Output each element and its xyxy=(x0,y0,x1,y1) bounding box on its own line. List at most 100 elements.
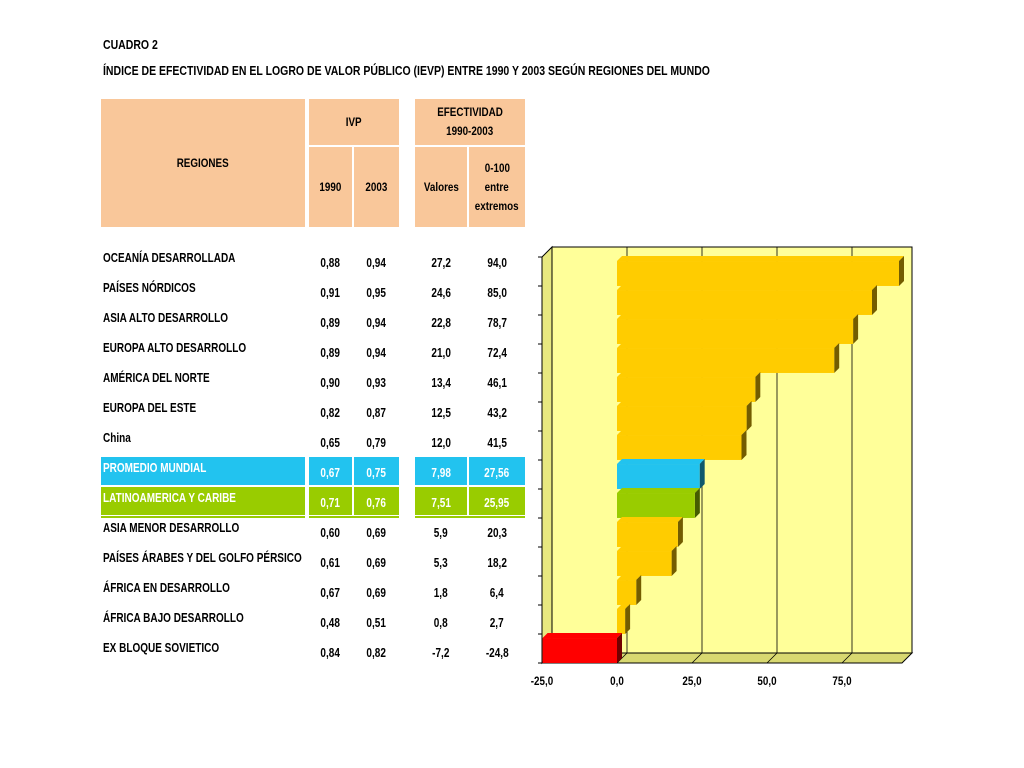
row-region-name: EUROPA ALTO DESARROLLO xyxy=(103,341,247,355)
cell-1990: 0,89 xyxy=(320,346,341,360)
cell-valor: 12,0 xyxy=(431,436,451,450)
cell-2003: 0,93 xyxy=(366,376,387,390)
cell-valor: 1,8 xyxy=(434,586,448,600)
x-tick-label: 0,0 xyxy=(610,675,624,688)
cell-2003: 0,95 xyxy=(366,286,387,300)
cell-1990: 0,67 xyxy=(320,466,341,480)
table-title: ÍNDICE DE EFECTIVIDAD EN EL LOGRO DE VAL… xyxy=(103,64,710,78)
row-underline xyxy=(101,516,305,518)
cell-2003: 0,75 xyxy=(366,466,387,480)
bar-top-face xyxy=(617,604,631,610)
bar xyxy=(617,493,695,518)
bar xyxy=(617,406,747,431)
cell-1990: 0,67 xyxy=(320,586,341,600)
row-region-name: EX BLOQUE SOVIETICO xyxy=(103,641,220,655)
gridline-floor xyxy=(616,652,628,664)
bar-end-face xyxy=(617,633,622,663)
bar xyxy=(617,348,835,373)
bar-top-face xyxy=(617,256,904,262)
cell-scale: 25,95 xyxy=(484,496,510,510)
row-region-name: ÁFRICA BAJO DESARROLLO xyxy=(103,611,244,625)
bar-end-face xyxy=(755,372,761,402)
bar-end-face xyxy=(853,314,859,344)
bar xyxy=(617,580,637,605)
cell-valor: 5,9 xyxy=(434,526,448,540)
bar-top-face xyxy=(617,372,761,378)
cell-scale: 46,1 xyxy=(487,376,507,390)
bar-end-face xyxy=(741,430,747,460)
cell-valor: 5,3 xyxy=(434,556,448,570)
cell-1990: 0,89 xyxy=(320,316,341,330)
cell-2003: 0,69 xyxy=(366,526,387,540)
cell-valor: -7,2 xyxy=(432,646,450,660)
row-highlight xyxy=(309,487,352,515)
table-number: CUADRO 2 xyxy=(103,38,158,52)
cell-scale: 78,7 xyxy=(487,316,507,330)
header-1990: 1990 xyxy=(309,147,352,227)
header-regiones: REGIONES xyxy=(101,99,305,227)
cell-scale: 27,56 xyxy=(484,466,510,480)
bar-end-face xyxy=(899,256,904,286)
bar-end-face xyxy=(677,517,683,547)
bar-end-face xyxy=(694,488,700,518)
bar-end-face xyxy=(872,285,877,315)
x-tick-label: -25,0 xyxy=(531,675,553,688)
cell-valor: 0,8 xyxy=(434,616,448,630)
cell-1990: 0,82 xyxy=(320,406,341,420)
bar-end-face xyxy=(699,459,705,489)
plot-side-wall xyxy=(541,245,553,665)
row-region-name: LATINOAMERICA Y CARIBE xyxy=(103,491,236,505)
bar-end-face xyxy=(625,604,631,634)
bar-top-face xyxy=(542,633,622,639)
cell-scale: 41,5 xyxy=(487,436,507,450)
bar xyxy=(617,377,756,402)
cell-1990: 0,60 xyxy=(320,526,341,540)
row-underline xyxy=(415,516,525,518)
cell-2003: 0,87 xyxy=(366,406,387,420)
bar xyxy=(617,464,700,489)
cell-valor: 7,51 xyxy=(431,496,451,510)
cell-1990: 0,84 xyxy=(320,646,341,660)
bar xyxy=(542,638,617,663)
x-tick-label: 50,0 xyxy=(757,675,776,688)
bar-top-face xyxy=(617,430,747,436)
bar xyxy=(617,609,626,634)
gridline-floor xyxy=(691,652,703,664)
cell-1990: 0,88 xyxy=(320,256,341,270)
bar xyxy=(617,290,872,315)
cell-2003: 0,76 xyxy=(366,496,387,510)
bar-top-face xyxy=(617,546,677,552)
cell-scale: 18,2 xyxy=(487,556,507,570)
bar xyxy=(617,261,899,286)
row-highlight xyxy=(469,457,525,485)
cell-valor: 12,5 xyxy=(431,406,451,420)
bar xyxy=(617,551,672,576)
gridline-floor xyxy=(841,652,853,664)
row-region-name: ASIA ALTO DESARROLLO xyxy=(103,311,228,325)
row-highlight xyxy=(415,487,467,515)
cell-scale: -24,8 xyxy=(485,646,509,660)
x-tick-label: 25,0 xyxy=(682,675,701,688)
bar-top-face xyxy=(617,343,840,349)
row-underline xyxy=(309,516,399,518)
bar xyxy=(617,435,742,460)
bar-top-face xyxy=(617,401,752,407)
cell-valor: 27,2 xyxy=(431,256,451,270)
cell-scale: 43,2 xyxy=(487,406,507,420)
header-efectividad: EFECTIVIDAD 1990-2003 xyxy=(415,99,525,145)
bar-end-face xyxy=(671,546,677,576)
cell-valor: 22,8 xyxy=(431,316,451,330)
cell-scale: 6,4 xyxy=(490,586,504,600)
cell-2003: 0,79 xyxy=(366,436,387,450)
cell-valor: 21,0 xyxy=(431,346,451,360)
gridline-floor xyxy=(766,652,778,664)
cell-scale: 94,0 xyxy=(487,256,507,270)
row-highlight xyxy=(101,457,305,485)
header-2003: 2003 xyxy=(354,147,399,227)
cell-2003: 0,69 xyxy=(366,586,387,600)
row-highlight xyxy=(101,487,305,515)
bar-top-face xyxy=(617,285,877,291)
cell-valor: 24,6 xyxy=(431,286,451,300)
cell-2003: 0,94 xyxy=(366,316,387,330)
cell-1990: 0,90 xyxy=(320,376,341,390)
